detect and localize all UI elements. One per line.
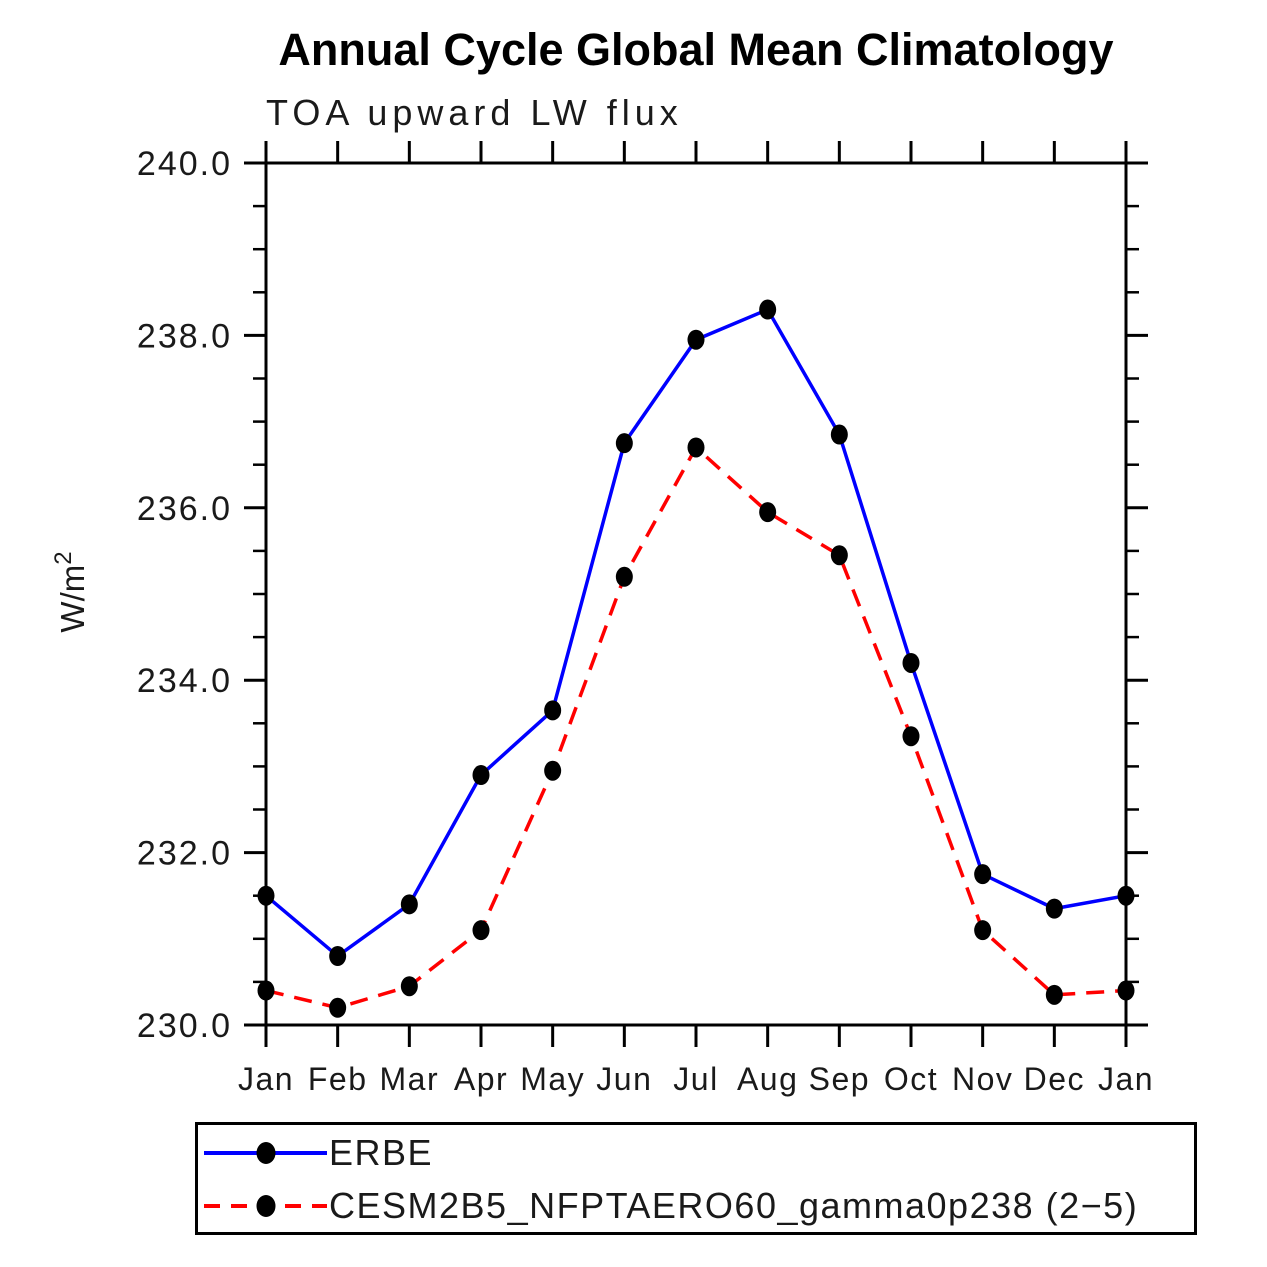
x-tick-label: Dec xyxy=(1024,1061,1085,1097)
y-tick-label: 232.0 xyxy=(137,835,232,873)
data-point-marker xyxy=(1045,898,1063,919)
data-point-marker xyxy=(830,545,848,566)
legend-row-erbe: ERBE xyxy=(204,1132,434,1173)
y-axis-label: W/m2 xyxy=(50,551,91,632)
data-point-marker xyxy=(615,566,633,587)
axes-group: Jan Feb Mar Apr May Jun Jul Aug Sep Oct Nov Dec Jan2… xyxy=(137,141,1154,1097)
x-tick-label: Jan xyxy=(1098,1061,1154,1097)
data-point-marker xyxy=(759,299,777,320)
plot-frame xyxy=(264,161,1128,1027)
x-tick-label: Aug xyxy=(737,1061,798,1097)
chart-title: Annual Cycle Global Mean Climatology xyxy=(278,24,1114,75)
y-tick-label: 236.0 xyxy=(137,490,232,528)
x-tick-label: Jul xyxy=(673,1061,718,1097)
y-axis-label-base: W/m xyxy=(54,565,91,633)
series-line-erbe xyxy=(264,307,1127,959)
x-tick-label: Jun xyxy=(596,1061,652,1097)
x-tick-label: May xyxy=(520,1061,585,1097)
x-tick-label: Sep xyxy=(809,1061,870,1097)
data-point-marker xyxy=(687,437,705,458)
data-point-marker xyxy=(902,652,920,673)
marker-dot-icon xyxy=(256,1142,275,1164)
y-tick-label: 240.0 xyxy=(137,145,232,183)
data-point-marker xyxy=(687,329,705,350)
data-point-marker xyxy=(329,946,347,967)
y-tick-label: 230.0 xyxy=(137,1007,232,1045)
legend-label-model: CESM2B5_NFPTAERO60_gamma0p238 (2−5) xyxy=(329,1185,1139,1226)
data-point-marker xyxy=(830,424,848,445)
marker-dot-icon xyxy=(256,1195,275,1217)
data-point-marker xyxy=(257,885,275,906)
data-point-marker xyxy=(902,726,920,747)
legend-box: ERBE CESM2B5_NFPTAERO60_gamma0p238 (2−5) xyxy=(195,1122,1197,1235)
x-tick-label: Jan xyxy=(238,1061,294,1097)
data-point-marker xyxy=(472,765,490,786)
x-tick-label: Oct xyxy=(884,1061,938,1097)
data-point-marker xyxy=(544,700,562,721)
data-point-marker xyxy=(400,894,418,915)
data-point-marker xyxy=(759,502,777,523)
data-point-marker xyxy=(974,864,992,885)
x-tick-label: Feb xyxy=(308,1061,368,1097)
series-group xyxy=(257,299,1135,1018)
x-tick-label: Apr xyxy=(454,1061,508,1097)
data-point-marker xyxy=(1045,984,1063,1005)
data-point-marker xyxy=(615,433,633,454)
data-point-marker xyxy=(1117,885,1135,906)
legend-label-erbe: ERBE xyxy=(329,1132,434,1173)
data-point-marker xyxy=(257,980,275,1001)
x-tick-label: Nov xyxy=(952,1061,1013,1097)
y-tick-label: 238.0 xyxy=(137,317,232,355)
legend-sample-erbe xyxy=(204,1141,327,1165)
data-point-marker xyxy=(400,976,418,997)
data-point-marker xyxy=(974,920,992,941)
data-point-marker xyxy=(472,920,490,941)
y-tick-label: 234.0 xyxy=(137,662,232,700)
series-line-model xyxy=(265,444,1127,1010)
data-point-marker xyxy=(329,997,347,1018)
data-point-marker xyxy=(544,760,562,781)
x-tick-label: Mar xyxy=(380,1061,440,1097)
y-axis-label-superscript: 2 xyxy=(50,551,77,564)
chart-subtitle: TOA upward LW flux xyxy=(266,92,683,133)
legend-row-model: CESM2B5_NFPTAERO60_gamma0p238 (2−5) xyxy=(204,1185,1139,1226)
data-point-marker xyxy=(1117,980,1135,1001)
legend-sample-model xyxy=(204,1194,327,1218)
